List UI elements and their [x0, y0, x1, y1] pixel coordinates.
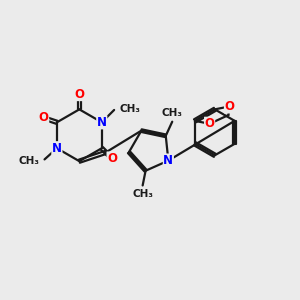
Text: N: N: [52, 142, 62, 155]
Text: CH₃: CH₃: [132, 189, 153, 199]
Text: O: O: [205, 117, 214, 130]
Text: CH₃: CH₃: [119, 104, 140, 114]
Text: CH₃: CH₃: [18, 156, 39, 166]
Text: CH₃: CH₃: [162, 108, 183, 118]
Text: N: N: [164, 154, 173, 167]
Text: O: O: [39, 111, 49, 124]
Text: O: O: [224, 100, 235, 113]
Text: O: O: [107, 152, 117, 165]
Text: N: N: [97, 116, 107, 129]
Text: O: O: [74, 88, 84, 100]
